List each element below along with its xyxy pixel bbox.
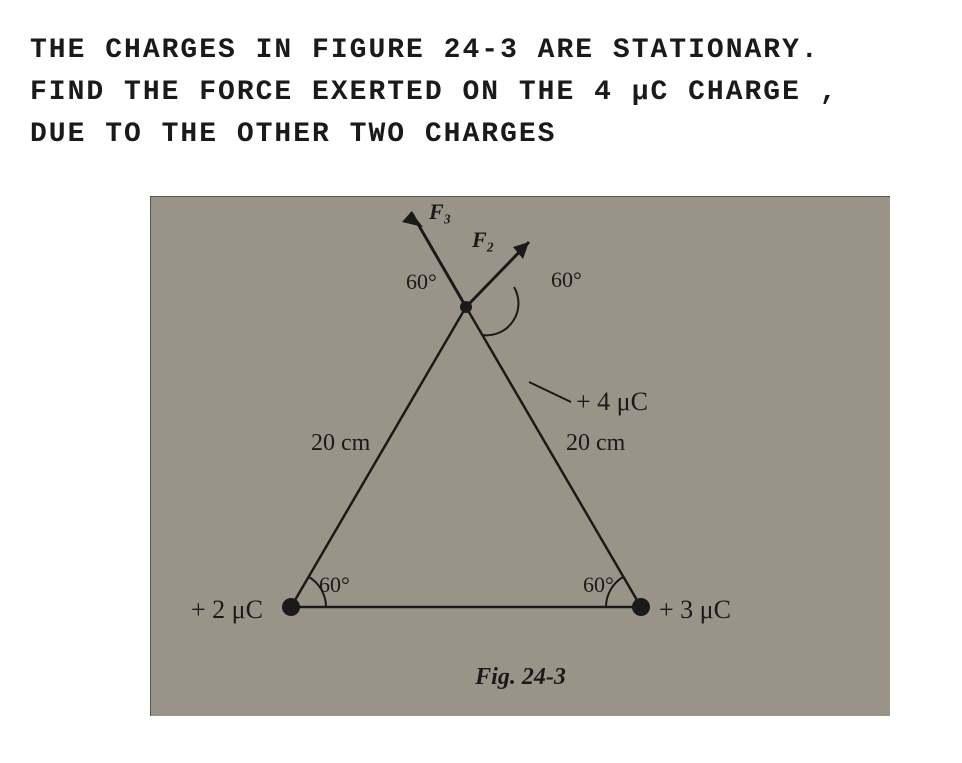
force-f3-arrowhead xyxy=(402,212,423,227)
charge-marker-line xyxy=(529,382,571,402)
figure-container: F₃ F₂ 60° 60° 20 cm 20 cm + 4 μC 60° 60°… xyxy=(150,196,890,716)
force-f2-label: F₂ xyxy=(472,227,494,253)
charge-right-label: + 3 μC xyxy=(659,595,731,625)
charge-left-label: + 2 μC xyxy=(191,595,263,625)
triangle-right-side xyxy=(466,307,641,607)
problem-line-2: FIND THE FORCE EXERTED ON THE 4 μC CHARG… xyxy=(30,72,932,114)
angle-top-left-label: 60° xyxy=(406,269,437,295)
triangle-diagram xyxy=(151,197,891,717)
charge-dot-right xyxy=(632,598,650,616)
charge-dot-left xyxy=(282,598,300,616)
charge-dot-apex xyxy=(460,301,472,313)
side-left-label: 20 cm xyxy=(311,430,370,457)
problem-statement: THE CHARGES IN FIGURE 24-3 ARE STATIONAR… xyxy=(30,30,932,156)
angle-bottom-left-label: 60° xyxy=(319,572,350,598)
angle-arc-top-right xyxy=(482,287,518,335)
problem-line-1: THE CHARGES IN FIGURE 24-3 ARE STATIONAR… xyxy=(30,30,932,72)
angle-top-right-label: 60° xyxy=(551,267,582,293)
angle-bottom-right-label: 60° xyxy=(583,572,614,598)
triangle-left-side xyxy=(291,307,466,607)
side-right-label: 20 cm xyxy=(566,430,625,457)
problem-line-3: DUE TO THE OTHER TWO CHARGES xyxy=(30,114,932,156)
force-f3-label: F₃ xyxy=(429,199,451,225)
figure-caption: Fig. 24-3 xyxy=(475,664,566,691)
charge-apex-label: + 4 μC xyxy=(576,387,648,417)
